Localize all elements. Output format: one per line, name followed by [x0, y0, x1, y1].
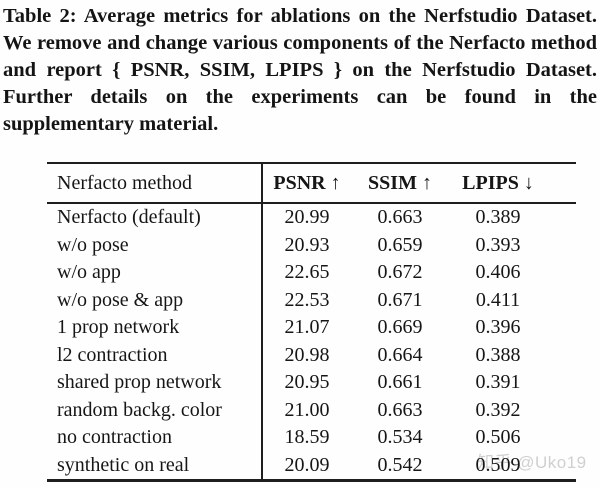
cell-method: Nerfacto (default) — [57, 206, 201, 229]
table-bottom-rule — [47, 479, 576, 482]
cell-ssim: 0.542 — [377, 453, 423, 476]
cell-lpips: 0.509 — [475, 453, 521, 476]
cell-method: w/o pose — [57, 233, 129, 256]
cell-psnr: 20.99 — [284, 206, 330, 229]
table-header-row: Nerfacto method PSNR ↑ SSIM ↑ LPIPS ↓ — [47, 164, 576, 202]
table-header-rule — [47, 202, 576, 204]
cell-psnr: 18.59 — [284, 426, 330, 449]
cell-ssim: 0.671 — [377, 288, 423, 311]
cell-psnr: 20.09 — [284, 453, 330, 476]
cell-method: w/o app — [57, 261, 121, 284]
cell-ssim: 0.663 — [377, 206, 423, 229]
cell-method: no contraction — [57, 426, 172, 449]
cell-lpips: 0.396 — [475, 316, 521, 339]
table-row: w/o pose & app 22.53 0.671 0.411 — [47, 287, 576, 315]
table-row: w/o app 22.65 0.672 0.406 — [47, 259, 576, 287]
table-row: random backg. color 21.00 0.663 0.392 — [47, 397, 576, 425]
cell-psnr: 20.95 — [284, 371, 330, 394]
cell-method: l2 contraction — [57, 343, 168, 366]
table-body: Nerfacto (default) 20.99 0.663 0.389 w/o… — [47, 204, 576, 479]
table-row: synthetic on real 20.09 0.542 0.509 — [47, 452, 576, 480]
header-method: Nerfacto method — [57, 171, 192, 194]
cell-lpips: 0.388 — [475, 343, 521, 366]
table-row: l2 contraction 20.98 0.664 0.388 — [47, 342, 576, 370]
header-psnr: PSNR ↑ — [273, 171, 341, 194]
cell-psnr: 22.65 — [284, 261, 330, 284]
cell-psnr: 20.98 — [284, 343, 330, 366]
column-divider-line — [261, 164, 263, 479]
cell-psnr: 20.93 — [284, 233, 330, 256]
cell-ssim: 0.661 — [377, 371, 423, 394]
table-row: no contraction 18.59 0.534 0.506 — [47, 424, 576, 452]
cell-method: w/o pose & app — [57, 288, 184, 311]
cell-lpips: 0.391 — [475, 371, 521, 394]
cell-ssim: 0.672 — [377, 261, 423, 284]
table-row: 1 prop network 21.07 0.669 0.396 — [47, 314, 576, 342]
cell-lpips: 0.411 — [475, 288, 521, 311]
cell-lpips: 0.406 — [475, 261, 521, 284]
table-caption: Table 2: Average metrics for ablations o… — [3, 5, 597, 135]
table-top-rule — [47, 162, 576, 164]
cell-lpips: 0.506 — [475, 426, 521, 449]
cell-method: random backg. color — [57, 398, 222, 421]
cell-ssim: 0.669 — [377, 316, 423, 339]
cell-method: synthetic on real — [57, 453, 190, 476]
cell-psnr: 21.00 — [284, 398, 330, 421]
table-row: Nerfacto (default) 20.99 0.663 0.389 — [47, 204, 576, 232]
cell-lpips: 0.393 — [475, 233, 521, 256]
cell-ssim: 0.534 — [377, 426, 423, 449]
zhihu-watermark: 知乎 @Uko19 — [477, 453, 587, 472]
header-lpips: LPIPS ↓ — [462, 171, 534, 194]
cell-psnr: 21.07 — [284, 316, 330, 339]
cell-psnr: 22.53 — [284, 288, 330, 311]
cell-lpips: 0.389 — [475, 206, 521, 229]
cell-method: shared prop network — [57, 371, 222, 394]
cell-ssim: 0.659 — [377, 233, 423, 256]
table-row: shared prop network 20.95 0.661 0.391 — [47, 369, 576, 397]
cell-method: 1 prop network — [57, 316, 180, 339]
cell-ssim: 0.664 — [377, 343, 423, 366]
cell-ssim: 0.663 — [377, 398, 423, 421]
table-row: w/o pose 20.93 0.659 0.393 — [47, 232, 576, 260]
metrics-table: Nerfacto method PSNR ↑ SSIM ↑ LPIPS ↓ Ne… — [47, 162, 576, 482]
cell-lpips: 0.392 — [475, 398, 521, 421]
header-ssim: SSIM ↑ — [368, 171, 432, 194]
